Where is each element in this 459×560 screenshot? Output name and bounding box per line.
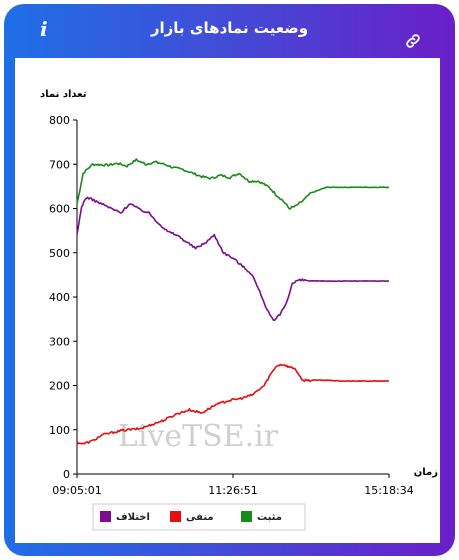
legend-item-positive[interactable]: مثبت xyxy=(241,511,282,523)
legend-item-negative[interactable]: منفی xyxy=(170,511,214,523)
x-tick-label: 09:05:01 xyxy=(52,484,101,497)
line-chart: LiveTSE.ir تعداد نماد زمان 0 100 200 300 400… xyxy=(40,89,438,531)
series-line-negative xyxy=(76,363,390,445)
legend-box xyxy=(92,503,306,531)
axes: 0 100 200 300 400 500 600 700 800 09:05:01 11:26:5… xyxy=(49,114,414,497)
series-line-positive xyxy=(76,158,390,210)
legend: اختلاف منفی مثبت xyxy=(92,503,306,531)
y-tick-label: 600 xyxy=(49,203,70,216)
legend-label-positive: مثبت xyxy=(257,512,282,523)
chart-card: i وضعیت نمادهای بازار LiveTSE.ir تعداد ن… xyxy=(4,4,455,556)
legend-item-difference[interactable]: اختلاف xyxy=(100,511,150,523)
y-tick-label: 300 xyxy=(49,335,70,348)
info-icon[interactable]: i xyxy=(40,17,48,41)
y-tick-label: 0 xyxy=(63,468,70,481)
legend-swatch-positive xyxy=(241,511,252,522)
legend-label-negative: منفی xyxy=(186,512,214,523)
y-tick-label: 800 xyxy=(49,114,70,127)
y-tick-label: 200 xyxy=(49,380,70,393)
watermark: LiveTSE.ir xyxy=(118,419,279,454)
series-layer xyxy=(76,158,390,445)
x-tick-label: 15:18:34 xyxy=(364,484,413,497)
x-tick-label: 11:26:51 xyxy=(208,484,257,497)
legend-label-difference: اختلاف xyxy=(116,512,150,523)
y-tick-label: 500 xyxy=(49,247,70,260)
chart-area: LiveTSE.ir تعداد نماد زمان 0 100 200 300 400… xyxy=(15,58,440,543)
y-tick-label: 400 xyxy=(49,291,70,304)
page-title: وضعیت نمادهای بازار xyxy=(150,19,309,37)
x-axis-title: زمان xyxy=(414,467,438,478)
y-axis-title: تعداد نماد xyxy=(40,89,87,100)
link-icon[interactable] xyxy=(404,32,422,50)
header-bar: i وضعیت نمادهای بازار xyxy=(4,4,455,58)
series-line-difference xyxy=(76,196,389,322)
y-tick-label: 700 xyxy=(49,158,70,171)
legend-swatch-negative xyxy=(170,511,181,522)
y-tick-label: 100 xyxy=(49,424,70,437)
legend-swatch-difference xyxy=(100,511,111,522)
